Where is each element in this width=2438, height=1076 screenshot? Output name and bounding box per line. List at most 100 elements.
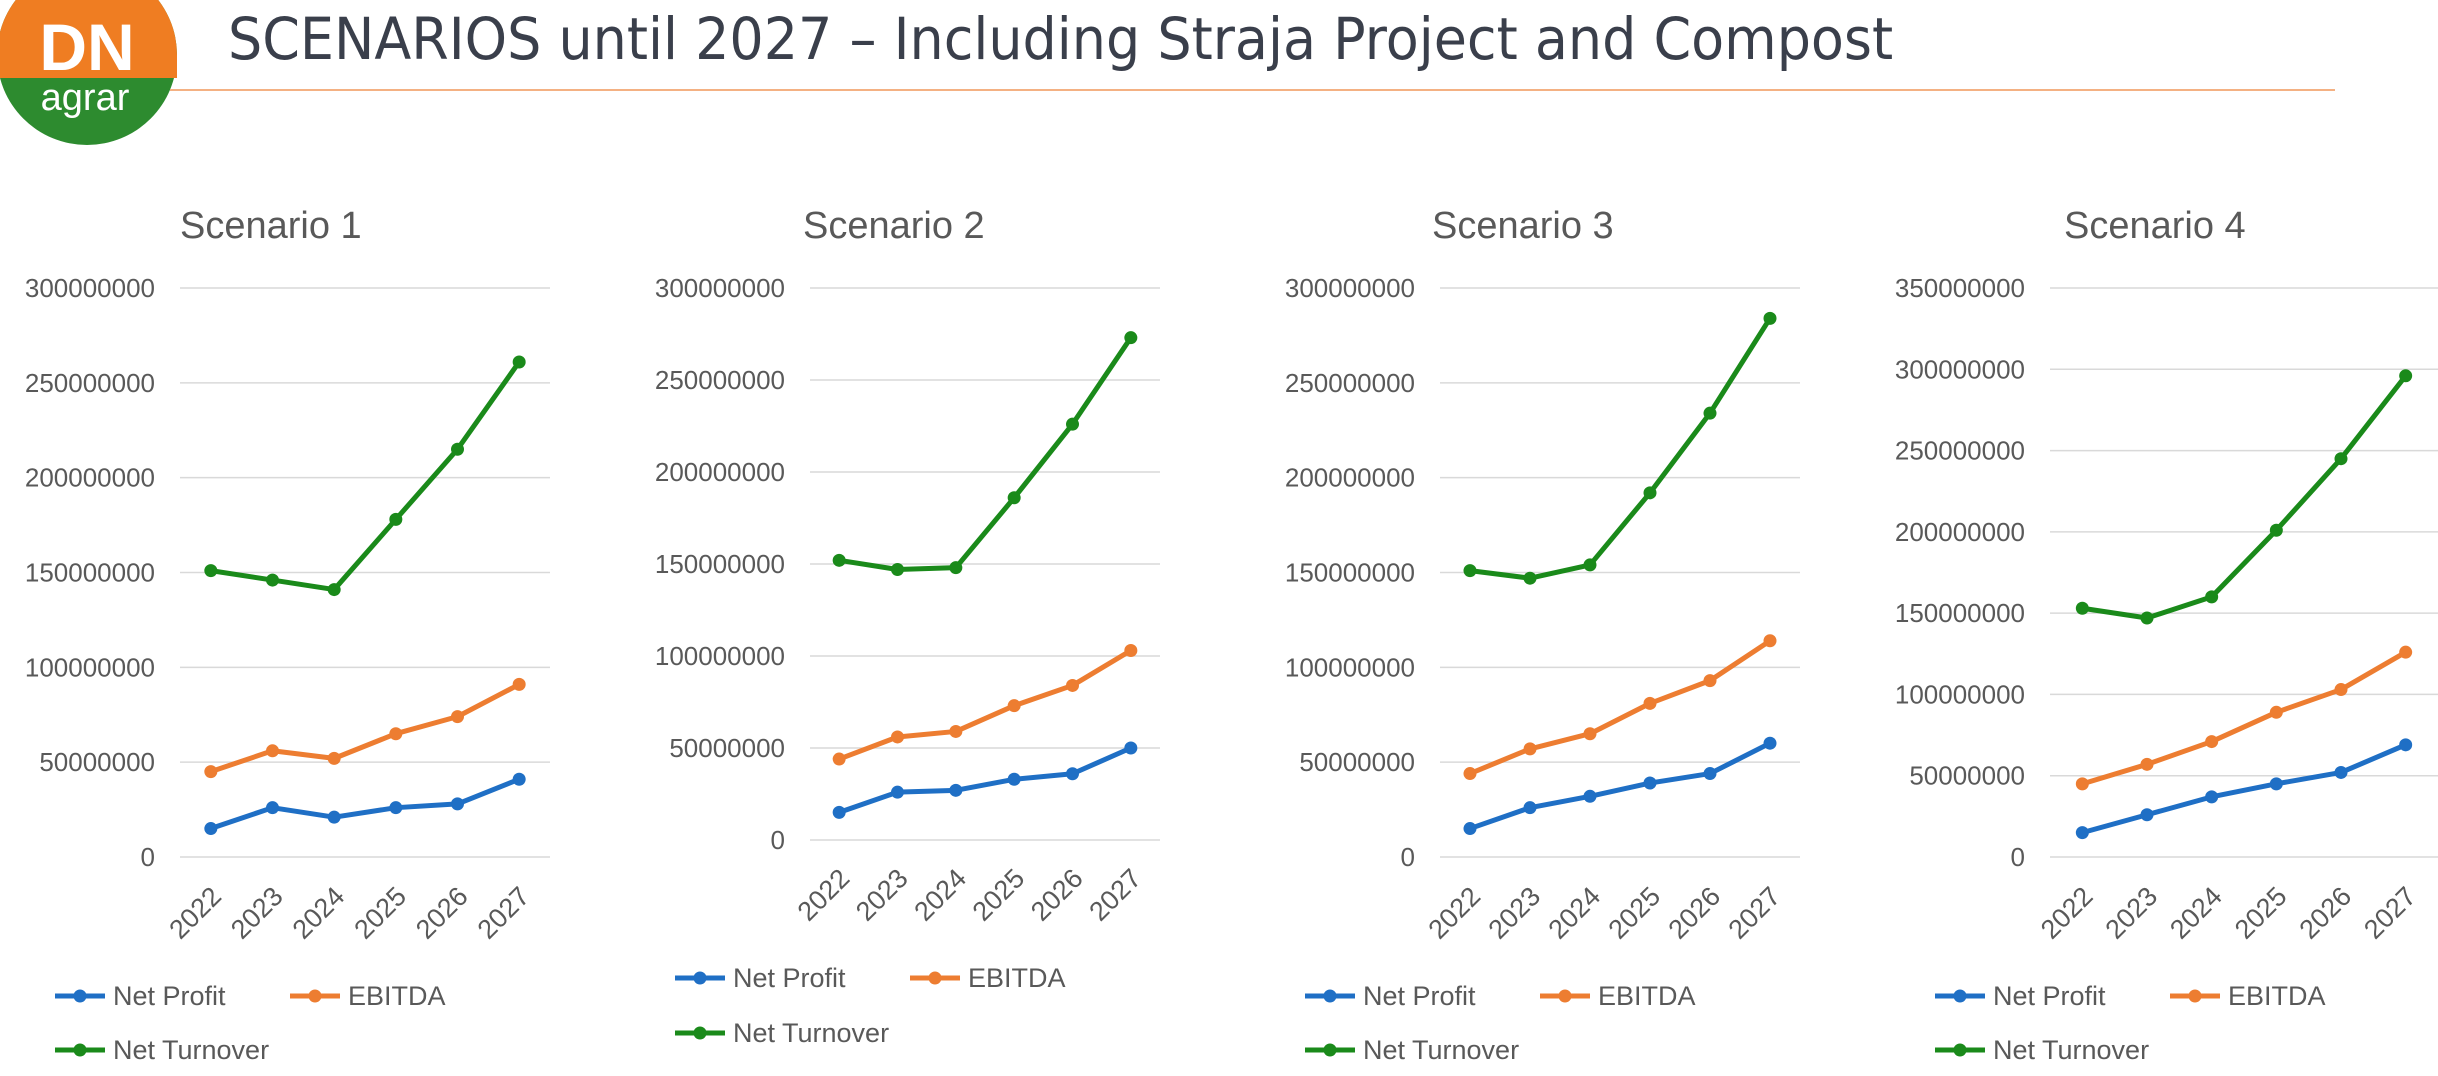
y-tick-label: 50000000 <box>669 733 785 763</box>
y-tick-label: 0 <box>1401 842 1415 872</box>
data-point-ebitda <box>1643 696 1657 710</box>
x-tick-label: 2022 <box>792 863 856 927</box>
y-tick-label: 200000000 <box>655 457 785 487</box>
data-point-net-profit <box>949 783 963 797</box>
legend-swatch-marker <box>1953 989 1967 1003</box>
data-point-net-turnover <box>2140 611 2154 625</box>
x-tick-label: 2026 <box>410 881 474 945</box>
legend-item-net-turnover: Net Turnover <box>1305 1035 1519 1065</box>
data-point-ebitda <box>949 724 963 738</box>
data-point-net-profit <box>2140 808 2154 822</box>
series-line-net-turnover <box>1469 317 1773 581</box>
data-point-net-turnover <box>327 583 341 597</box>
data-point-ebitda <box>2269 705 2283 719</box>
chart-title: Scenario 3 <box>1432 205 1614 247</box>
series-line-net-profit <box>210 776 521 831</box>
y-tick-label: 300000000 <box>655 273 785 303</box>
data-point-net-profit <box>1703 767 1717 781</box>
data-point-ebitda <box>2075 777 2089 791</box>
dn-agrar-logo: DN agrar <box>0 0 177 145</box>
legend-label: Net Profit <box>1993 981 2106 1011</box>
legend-label: EBITDA <box>1598 981 1696 1011</box>
data-point-ebitda <box>389 727 403 741</box>
data-point-net-turnover <box>2399 369 2413 383</box>
data-point-net-turnover <box>1007 491 1021 505</box>
data-point-ebitda <box>512 677 526 691</box>
legend-item-ebitda: EBITDA <box>1540 981 1696 1011</box>
data-point-net-profit <box>1523 801 1537 815</box>
y-tick-label: 0 <box>141 842 155 872</box>
x-tick-label: 2026 <box>2294 881 2358 945</box>
data-point-net-profit <box>832 805 846 819</box>
data-point-net-turnover <box>1643 486 1657 500</box>
data-point-ebitda <box>266 744 279 758</box>
legend-label: EBITDA <box>2228 981 2326 1011</box>
y-tick-label: 150000000 <box>655 549 785 579</box>
legend-swatch-marker <box>1323 1043 1337 1057</box>
data-point-ebitda <box>1463 767 1477 781</box>
x-tick-label: 2022 <box>163 881 227 945</box>
series-line-ebitda <box>838 648 1133 762</box>
scenario-4-chart: Scenario 4 0 50000000 100000000 150000000 200… <box>1895 205 2438 1065</box>
data-point-net-profit <box>266 801 279 815</box>
y-tick-label: 300000000 <box>1895 354 2025 384</box>
legend-swatch-marker <box>693 1026 707 1040</box>
data-point-ebitda <box>2140 757 2154 771</box>
y-tick-label: 100000000 <box>1895 679 2025 709</box>
data-point-net-turnover <box>1066 417 1079 431</box>
y-tick-label: 200000000 <box>1285 463 1415 493</box>
data-point-net-profit <box>1463 822 1477 836</box>
legend-item-ebitda: EBITDA <box>2170 981 2326 1011</box>
legend-item-net-profit: Net Profit <box>675 963 846 993</box>
data-point-ebitda <box>1703 674 1717 688</box>
legend-item-net-profit: Net Profit <box>1305 981 1476 1011</box>
data-point-net-turnover <box>1703 406 1717 420</box>
y-tick-label: 100000000 <box>655 641 785 671</box>
legend-swatch-marker <box>1558 989 1572 1003</box>
y-tick-label: 0 <box>771 825 785 855</box>
data-point-net-turnover <box>1463 564 1477 578</box>
data-point-net-profit <box>1124 741 1138 755</box>
data-point-net-turnover <box>451 442 464 456</box>
title-underline <box>170 89 2335 91</box>
data-point-net-profit <box>389 801 403 815</box>
legend-swatch-marker <box>2188 989 2202 1003</box>
data-point-ebitda <box>1523 742 1537 756</box>
data-point-net-turnover <box>2205 590 2219 604</box>
data-point-net-profit <box>1763 736 1777 750</box>
x-tick-label: 2024 <box>2164 881 2228 945</box>
data-point-net-turnover <box>2269 523 2283 537</box>
x-tick-label: 2025 <box>348 881 412 945</box>
series-line-net-turnover <box>210 360 522 593</box>
data-point-net-turnover <box>2075 601 2089 615</box>
scenario-1-chart: Scenario 1 0 50000000 100000000 150000000 200… <box>25 205 550 1065</box>
logo-text-dn: DN <box>39 10 134 84</box>
legend-swatch-marker <box>693 971 707 985</box>
data-point-net-turnover <box>1763 311 1777 325</box>
data-point-ebitda <box>1124 643 1138 657</box>
chart-title: Scenario 1 <box>180 205 362 247</box>
data-point-net-profit <box>204 822 218 836</box>
legend-item-net-profit: Net Profit <box>55 981 226 1011</box>
legend-item-net-turnover: Net Turnover <box>675 1018 889 1048</box>
series-line-net-profit <box>1469 740 1772 831</box>
data-point-net-profit <box>2269 777 2283 791</box>
legend-swatch-marker <box>73 1043 87 1057</box>
y-tick-label: 50000000 <box>39 747 155 777</box>
data-point-ebitda <box>451 710 464 724</box>
x-tick-label: 2027 <box>1723 881 1787 945</box>
legend-label: Net Profit <box>733 963 846 993</box>
y-tick-label: 50000000 <box>1909 761 2025 791</box>
legend-swatch-marker <box>73 989 87 1003</box>
x-tick-label: 2023 <box>1483 881 1547 945</box>
data-point-net-profit <box>2334 765 2348 779</box>
data-point-net-profit <box>2399 738 2413 752</box>
y-tick-label: 150000000 <box>25 558 155 588</box>
legend-swatch-marker <box>928 971 942 985</box>
y-tick-label: 150000000 <box>1895 598 2025 628</box>
y-tick-label: 250000000 <box>655 365 785 395</box>
legend-swatch-marker <box>1323 989 1337 1003</box>
data-point-net-profit <box>1066 767 1079 781</box>
chart-title: Scenario 4 <box>2064 205 2246 247</box>
legend-item-net-profit: Net Profit <box>1935 981 2106 1011</box>
